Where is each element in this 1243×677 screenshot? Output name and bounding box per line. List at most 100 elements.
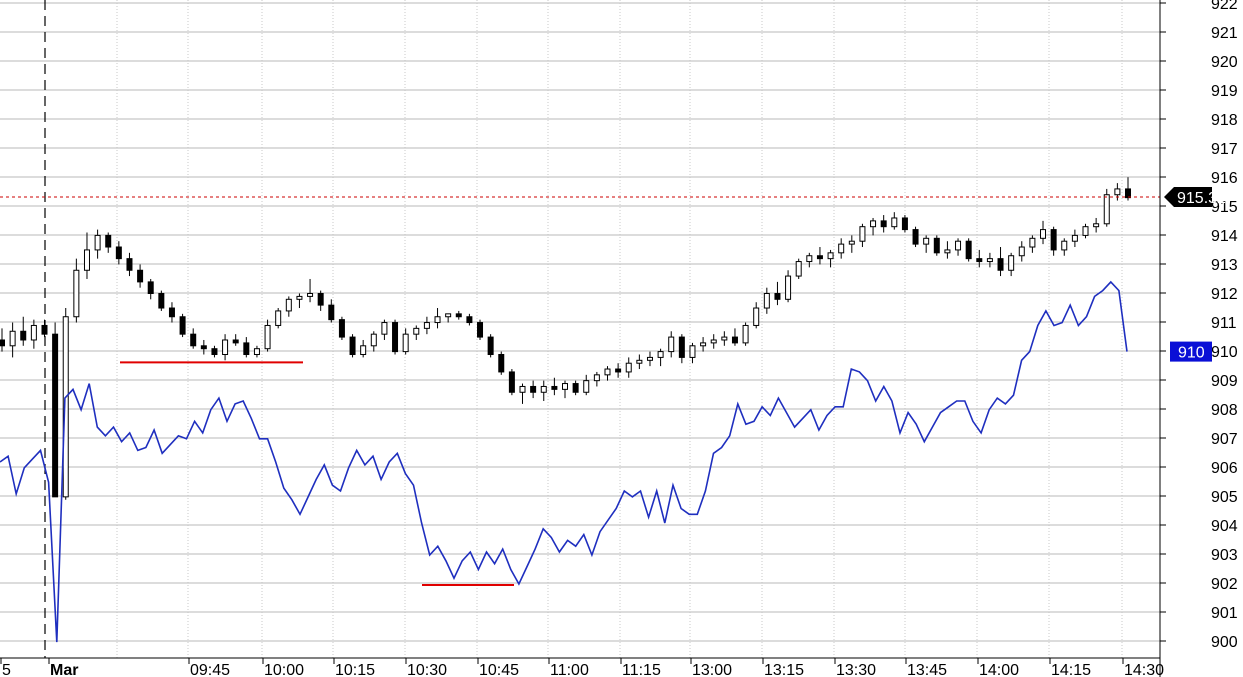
price-tick-label: 915 — [1211, 199, 1238, 216]
price-tick-label: 910 — [1211, 344, 1238, 361]
price-tick-label: 918 — [1211, 112, 1238, 129]
candle-body — [785, 275, 792, 300]
candle-body — [848, 240, 855, 245]
candle-body — [1008, 255, 1015, 271]
time-tick-label: 13:15 — [764, 662, 804, 677]
time-tick-label: 13:00 — [692, 662, 732, 677]
price-tick-label: 916 — [1211, 170, 1238, 187]
price-tick-label: 901 — [1211, 605, 1238, 622]
time-tick-label: 14:15 — [1051, 662, 1091, 677]
candle-body — [477, 322, 484, 338]
candle-body — [455, 313, 462, 318]
line-series-path — [0, 280, 1128, 643]
candle-body — [222, 339, 229, 356]
price-tick-label: 903 — [1211, 547, 1238, 564]
candle-body — [625, 362, 632, 373]
candle-body — [668, 336, 675, 353]
candle-body — [1082, 226, 1089, 236]
price-tick-label: 905 — [1211, 489, 1238, 506]
candle-body — [721, 336, 728, 341]
candle-body — [997, 258, 1004, 271]
price-tick-label: 921 — [1211, 25, 1238, 42]
time-tick-label: 10:15 — [335, 662, 375, 677]
price-tick-label: 922 — [1211, 0, 1238, 13]
candle-body — [636, 359, 643, 364]
candle-body — [562, 383, 568, 390]
price-tick-label: 907 — [1211, 431, 1238, 448]
candle-body — [20, 330, 27, 341]
candle-body — [710, 339, 717, 344]
candle-body — [593, 374, 600, 382]
candle-body — [583, 380, 590, 393]
candle-body — [944, 249, 951, 254]
candle-body — [1114, 188, 1121, 196]
candle-body — [243, 342, 250, 356]
time-tick-label: 10:00 — [264, 662, 304, 677]
candle-body — [965, 240, 972, 260]
candle-body — [816, 255, 823, 260]
candle-body — [700, 342, 707, 347]
candle-body — [530, 385, 537, 393]
candle-body — [137, 269, 144, 283]
candle-body — [94, 234, 101, 251]
price-tick-label: 908 — [1211, 402, 1238, 419]
candle-body — [774, 293, 781, 300]
candle-body — [540, 385, 547, 393]
last-price-badge-label: 915.32 — [1177, 190, 1226, 207]
candle-body — [360, 345, 367, 356]
candle-body — [413, 327, 420, 335]
candle-body — [253, 348, 260, 356]
candle-body — [30, 324, 37, 341]
price-tick-label: 913 — [1211, 257, 1238, 274]
candle-body — [795, 261, 802, 277]
candle-body — [806, 255, 813, 263]
candle-body — [870, 220, 877, 228]
time-tick-label: 13:45 — [907, 662, 947, 677]
candle-body — [551, 385, 558, 390]
candle-body — [9, 330, 16, 347]
candle-body — [1093, 223, 1100, 228]
time-tick-label: Mar — [50, 662, 78, 677]
candle-body — [0, 339, 5, 347]
time-tick-label: 10:30 — [407, 662, 447, 677]
candle-body — [678, 336, 685, 358]
candle-body — [338, 319, 345, 338]
candle-body — [179, 316, 186, 335]
candle-body — [232, 339, 239, 344]
candle-body — [859, 226, 866, 242]
candle-body — [264, 324, 271, 350]
candle-body — [105, 234, 112, 248]
candle-body — [423, 322, 430, 329]
candle-body — [657, 351, 664, 358]
candle-body — [1029, 237, 1036, 248]
candle-body — [487, 336, 494, 356]
candle-body — [1018, 246, 1025, 257]
candle-body — [742, 324, 749, 344]
candle-body — [986, 258, 993, 263]
price-tick-label: 917 — [1211, 141, 1238, 158]
time-tick-label: 5 — [2, 662, 11, 677]
candle-body — [615, 368, 622, 373]
candle-body — [381, 322, 388, 335]
candle-body — [901, 217, 908, 231]
candle-body — [1125, 188, 1131, 199]
time-tick-label: 11:15 — [622, 662, 661, 677]
candle-body — [827, 252, 834, 260]
candle-body — [349, 336, 356, 356]
candle-body — [317, 293, 324, 306]
price-tick-label: 909 — [1211, 373, 1238, 390]
candle-body — [1050, 229, 1057, 251]
candle-body — [646, 356, 653, 361]
price-axis: 9229219209199189179169159149139129119109… — [1159, 0, 1238, 677]
time-tick-label: 14:00 — [979, 662, 1019, 677]
candle-body — [41, 324, 48, 335]
line-series-badge — [1170, 341, 1212, 362]
candle-body — [158, 293, 165, 309]
candle-body — [126, 258, 133, 271]
candle-body — [307, 293, 314, 297]
candle-body — [73, 269, 80, 318]
candle-body — [880, 220, 887, 228]
price-tick-label: 906 — [1211, 460, 1238, 477]
candle-body — [83, 249, 90, 271]
